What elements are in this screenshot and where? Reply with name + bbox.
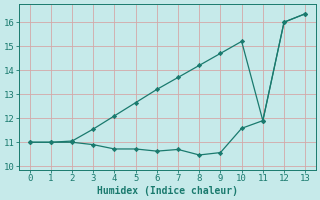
X-axis label: Humidex (Indice chaleur): Humidex (Indice chaleur) — [97, 186, 238, 196]
